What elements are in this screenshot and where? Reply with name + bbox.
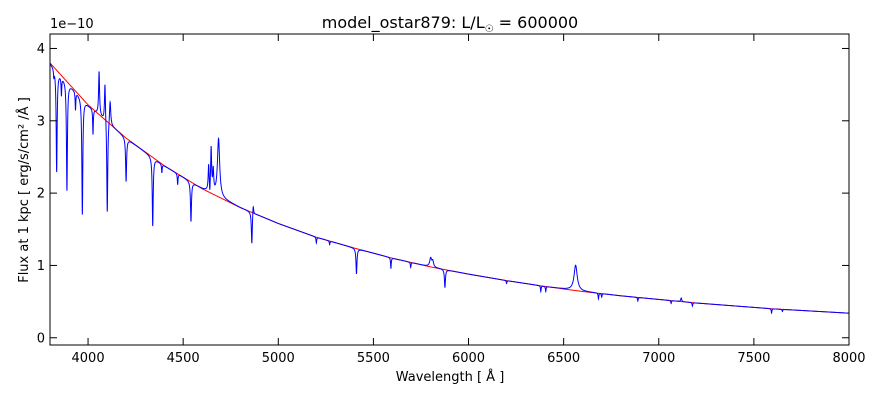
x-tick-label: 7000 [642,351,675,366]
axis-ticks [50,34,850,345]
x-tick-label: 6500 [547,351,580,366]
series-model-spectrum-line [50,63,849,315]
y-tick-label: 3 [37,114,45,129]
chart-title: model_ostar879: L/L☉ = 600000 [322,13,578,35]
plot-frame [49,33,850,346]
y-tick-label: 2 [37,187,45,202]
x-tick-label: 4000 [72,351,105,366]
x-tick-label: 7500 [737,351,770,366]
x-tick-label: 8000 [832,351,865,366]
y-offset-label: 1e−10 [50,17,94,32]
x-tick-label: 6000 [452,351,485,366]
axis-tick-labels: 4000 4500 5000 5500 6000 6500 7000 7500 8000 0 1 2 3… [37,42,866,366]
y-axis-label: Flux at 1 kpc [ erg/s/cm² /Å ] [16,97,32,283]
y-tick-label: 0 [37,331,45,346]
x-axis-label: Wavelength [ Å ] [396,369,505,385]
x-tick-label: 5500 [357,351,390,366]
series-continuum-line [50,62,849,314]
x-tick-label: 5000 [262,351,295,366]
y-tick-label: 4 [37,42,45,57]
y-tick-label: 1 [37,259,45,274]
x-tick-label: 4500 [167,351,200,366]
